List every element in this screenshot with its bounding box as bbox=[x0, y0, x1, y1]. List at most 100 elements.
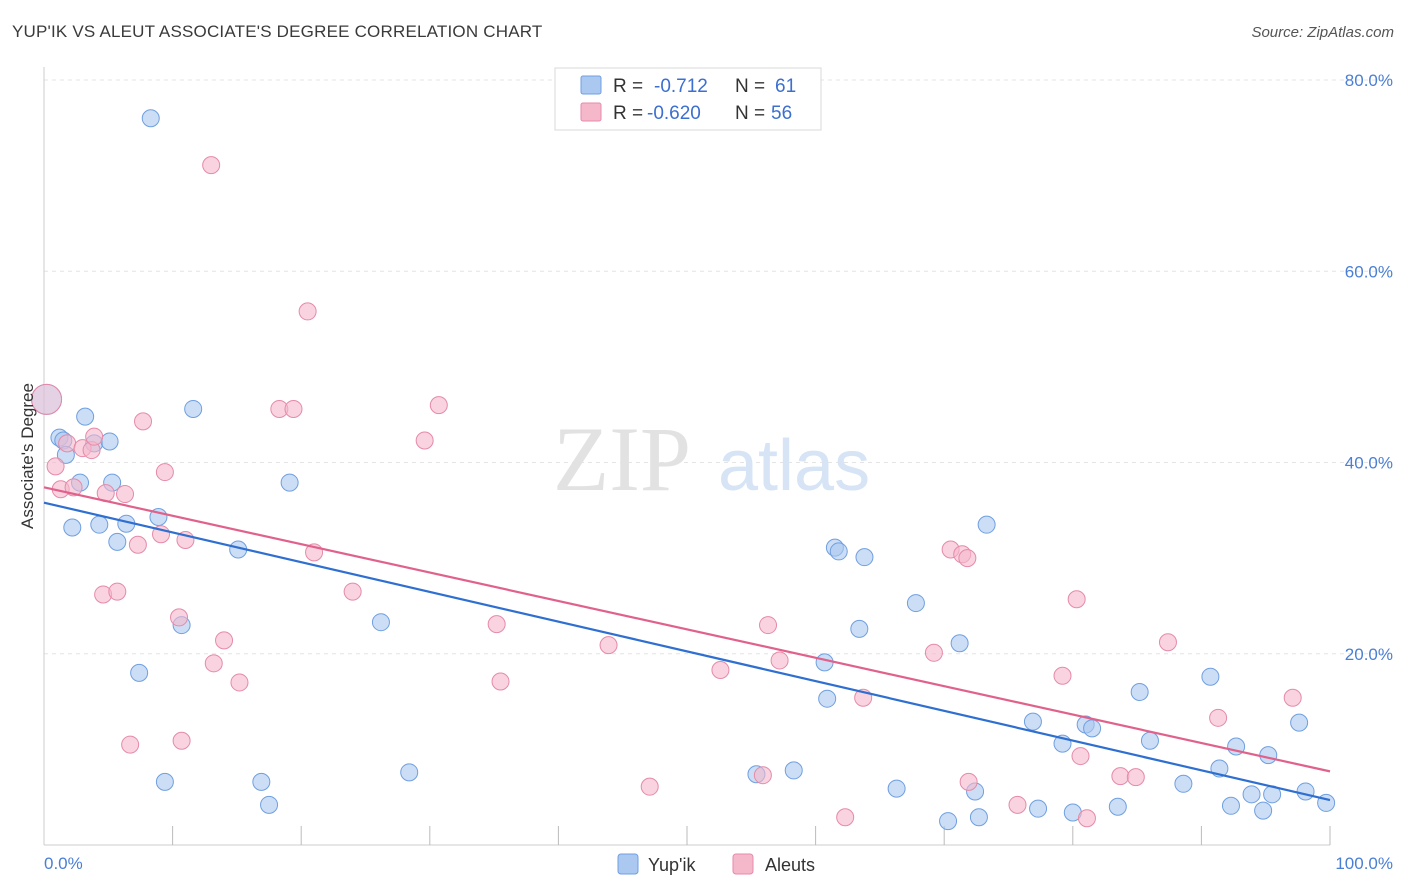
legend-n-label-aleuts: N = bbox=[735, 103, 765, 124]
yupik-point bbox=[815, 653, 834, 672]
yupik-point bbox=[252, 772, 271, 791]
aleut-point bbox=[343, 582, 362, 601]
yupik-point bbox=[1201, 667, 1220, 686]
aleut-point bbox=[204, 654, 223, 673]
yupik-point bbox=[906, 594, 925, 613]
aleut-point bbox=[85, 427, 104, 446]
legend-r-value-aleuts: -0.620 bbox=[647, 103, 701, 124]
y-tick-label: 40.0% bbox=[1345, 454, 1393, 473]
aleut-point bbox=[230, 673, 249, 692]
legend-swatch-aleuts bbox=[580, 102, 602, 122]
aleut-point bbox=[1053, 666, 1072, 685]
trend-lines bbox=[43, 486, 1331, 802]
yupik-point bbox=[400, 763, 419, 782]
legend-r-label-yupik: R = bbox=[613, 76, 643, 97]
yupik-point bbox=[829, 542, 848, 561]
aleut-point bbox=[958, 549, 977, 568]
yupik-point bbox=[969, 808, 988, 827]
source-label: Source: ZipAtlas.com bbox=[1251, 24, 1394, 41]
aleut-point bbox=[58, 434, 77, 453]
series-legend-label-aleuts: Aleuts bbox=[765, 855, 815, 875]
aleut-point bbox=[429, 396, 448, 415]
yupik-point bbox=[1254, 801, 1273, 820]
yupik-point bbox=[950, 634, 969, 653]
aleut-point bbox=[134, 412, 153, 431]
x-axis-ticks bbox=[172, 826, 1331, 845]
y-tick-label: 80.0% bbox=[1345, 71, 1393, 90]
yupik-point bbox=[1174, 774, 1193, 793]
aleut-point bbox=[1008, 795, 1027, 814]
aleut-point bbox=[640, 777, 659, 796]
yupik-point bbox=[76, 407, 95, 426]
aleut-point bbox=[46, 457, 65, 476]
aleut-point bbox=[1158, 633, 1177, 652]
yupik-point bbox=[977, 515, 996, 534]
aleut-point bbox=[215, 631, 234, 650]
yupik-point bbox=[939, 812, 958, 831]
aleut-point bbox=[487, 615, 506, 634]
aleut-trend-line bbox=[43, 486, 1331, 773]
legend-r-value-yupik: -0.712 bbox=[654, 76, 708, 97]
yupik-point bbox=[90, 515, 109, 534]
yupik-point bbox=[1242, 785, 1261, 804]
yupik-point bbox=[260, 795, 279, 814]
yupik-point bbox=[1083, 719, 1102, 738]
yupik-point bbox=[371, 613, 390, 632]
aleut-point bbox=[770, 651, 789, 670]
yupik-point bbox=[855, 548, 874, 567]
aleut-point bbox=[31, 383, 63, 415]
yupik-point bbox=[784, 761, 803, 780]
aleut-point bbox=[1071, 747, 1090, 766]
stats-legend: R = -0.712 N = 61 R = -0.620 N = 56 bbox=[554, 67, 822, 131]
series-legend-swatch-yupik bbox=[617, 853, 639, 875]
aleut-point bbox=[1209, 708, 1228, 727]
y-tick-label: 60.0% bbox=[1345, 262, 1393, 281]
aleut-point bbox=[836, 808, 855, 827]
gridlines bbox=[44, 79, 1390, 655]
aleut-point bbox=[924, 643, 943, 662]
aleut-point bbox=[170, 608, 189, 627]
watermark-atlas: atlas bbox=[718, 426, 870, 506]
legend-swatch-yupik bbox=[580, 75, 602, 95]
yupik-point bbox=[1023, 712, 1042, 731]
yupik-point bbox=[1108, 797, 1127, 816]
yupik-point bbox=[155, 772, 174, 791]
aleut-point bbox=[155, 463, 174, 482]
aleut-point bbox=[1111, 767, 1130, 786]
aleut-point bbox=[1067, 590, 1086, 609]
yupik-point bbox=[1140, 731, 1159, 750]
y-tick-labels: 20.0% 40.0% 60.0% 80.0% bbox=[1345, 71, 1393, 664]
yupik-point bbox=[1130, 683, 1149, 701]
aleut-point bbox=[116, 485, 135, 504]
aleut-point bbox=[759, 616, 778, 635]
yupik-trend-line bbox=[43, 501, 1331, 802]
yupik-point bbox=[887, 779, 906, 798]
yupik-point bbox=[141, 109, 160, 128]
series-legend-label-yupik: Yup'ik bbox=[648, 855, 696, 875]
aleut-point bbox=[599, 636, 618, 655]
aleut-point bbox=[108, 582, 127, 601]
yupik-point bbox=[280, 473, 299, 492]
yupik-point bbox=[1221, 796, 1240, 815]
aleut-point bbox=[711, 661, 730, 680]
yupik-point bbox=[1296, 782, 1315, 801]
x-tick-label-min: 0.0% bbox=[44, 854, 83, 873]
aleut-point bbox=[1283, 688, 1302, 707]
aleut-point bbox=[202, 156, 221, 175]
yupik-point bbox=[63, 518, 82, 537]
aleut-point bbox=[1126, 768, 1145, 787]
legend-n-label-yupik: N = bbox=[735, 76, 765, 97]
aleut-point bbox=[64, 478, 83, 497]
yupik-point bbox=[108, 532, 127, 551]
aleut-point bbox=[298, 302, 317, 321]
aleut-point bbox=[753, 766, 772, 785]
aleut-point bbox=[284, 399, 303, 418]
aleut-point bbox=[491, 672, 510, 691]
yupik-point bbox=[1259, 746, 1278, 765]
chart-title: YUP'IK VS ALEUT ASSOCIATE'S DEGREE CORRE… bbox=[12, 22, 543, 41]
x-tick-label-max: 100.0% bbox=[1335, 854, 1393, 873]
yupik-point bbox=[818, 689, 837, 708]
yupik-point bbox=[100, 432, 119, 451]
legend-n-value-aleuts: 56 bbox=[771, 103, 792, 124]
